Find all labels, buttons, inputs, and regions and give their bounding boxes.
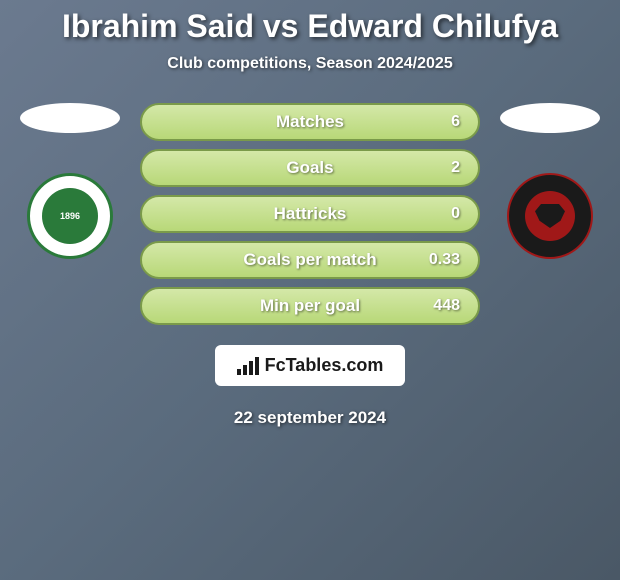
stat-label: Hattricks [274, 204, 347, 224]
midtjylland-badge-inner [525, 191, 575, 241]
stat-row-matches: Matches 6 [140, 103, 480, 141]
viborg-year: 1896 [60, 211, 80, 221]
page-title: Ibrahim Said vs Edward Chilufya [62, 8, 558, 45]
stat-row-min-per-goal: Min per goal 448 [140, 287, 480, 325]
stat-row-hattricks: Hattricks 0 [140, 195, 480, 233]
stat-right-value: 0.33 [420, 251, 460, 269]
date-text: 22 september 2024 [234, 408, 386, 428]
chart-bars-icon [237, 357, 259, 375]
player-right-avatar [500, 103, 600, 133]
stat-right-value: 2 [420, 159, 460, 177]
watermark-box: FcTables.com [215, 345, 406, 386]
wolf-icon [535, 204, 565, 228]
stat-right-value: 6 [420, 113, 460, 131]
infographic-container: Ibrahim Said vs Edward Chilufya Club com… [0, 0, 620, 580]
stat-right-value: 448 [420, 297, 460, 315]
stat-label: Goals [286, 158, 333, 178]
player-left-column: 1896 [10, 103, 130, 259]
stat-row-goals-per-match: Goals per match 0.33 [140, 241, 480, 279]
stat-label: Min per goal [260, 296, 360, 316]
viborg-badge-inner: 1896 [42, 188, 98, 244]
stat-label: Matches [276, 112, 344, 132]
stat-label: Goals per match [243, 250, 376, 270]
subtitle: Club competitions, Season 2024/2025 [167, 55, 452, 73]
player-left-avatar [20, 103, 120, 133]
club-badge-right [507, 173, 593, 259]
main-comparison-area: 1896 Matches 6 Goals 2 Hattricks 0 [0, 103, 620, 325]
stats-column: Matches 6 Goals 2 Hattricks 0 Goals per … [140, 103, 480, 325]
stat-row-goals: Goals 2 [140, 149, 480, 187]
watermark-text: FcTables.com [265, 355, 384, 376]
player-right-column [490, 103, 610, 259]
club-badge-left: 1896 [27, 173, 113, 259]
stat-right-value: 0 [420, 205, 460, 223]
